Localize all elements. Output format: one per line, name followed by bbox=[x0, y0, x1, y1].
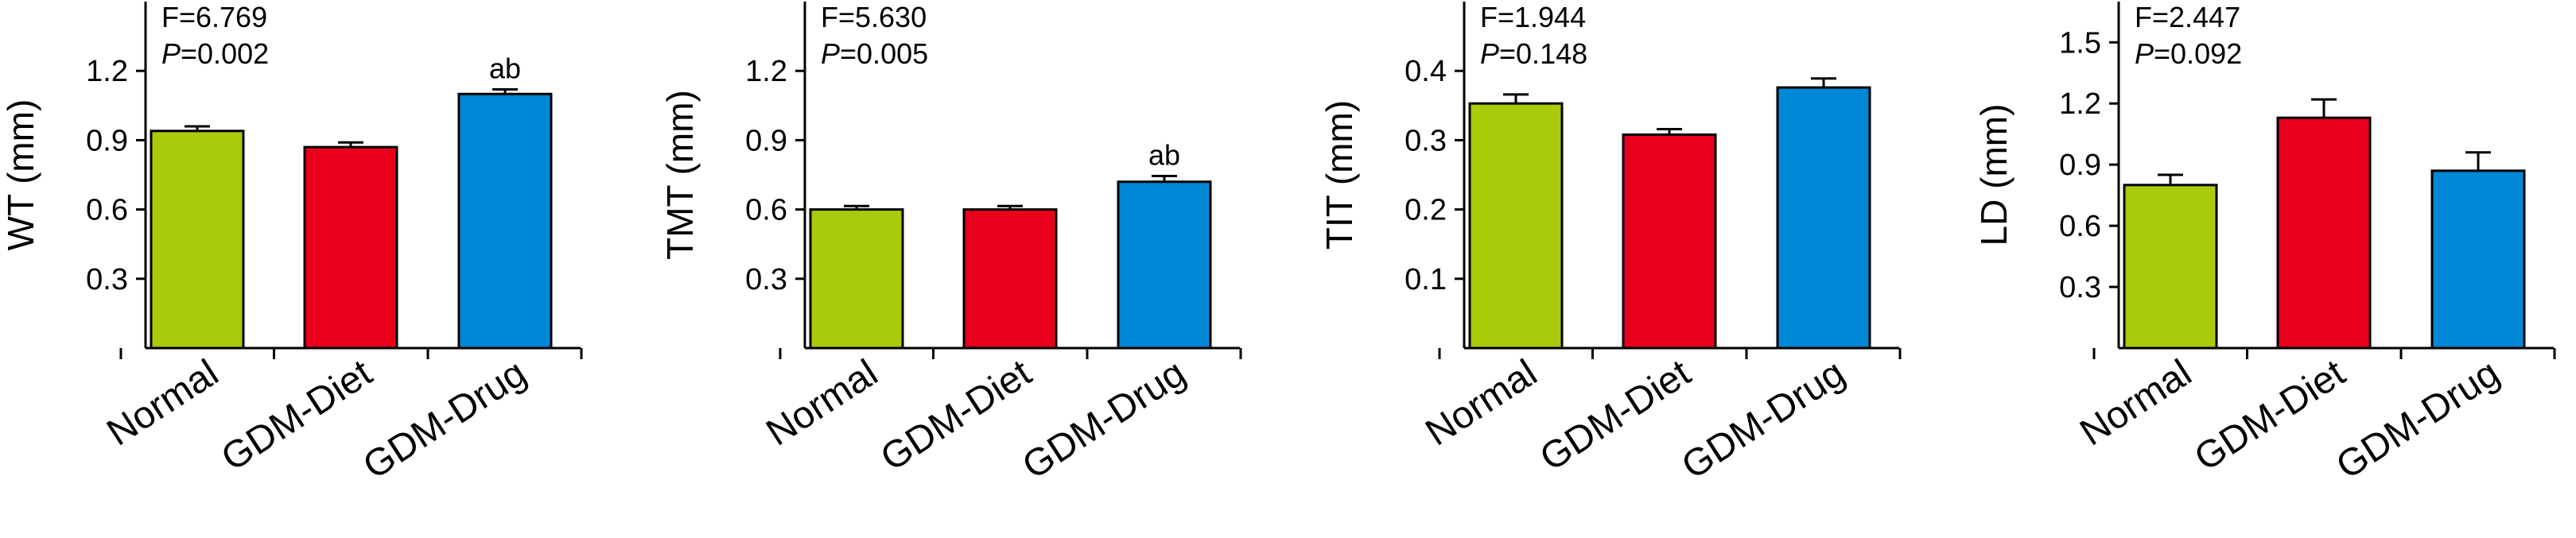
bar-gdm-diet bbox=[962, 208, 1058, 350]
bar-gdm-diet bbox=[1622, 133, 1717, 350]
x-tick-label: GDM-Diet bbox=[873, 352, 1039, 480]
bar-gdm-drug bbox=[2430, 169, 2526, 350]
y-axis-label: TIT (mm) bbox=[1319, 100, 1360, 250]
stat-p-symbol: P bbox=[1480, 37, 1499, 70]
bar-gdm-drug bbox=[457, 92, 553, 350]
x-tick-label: Normal bbox=[2073, 352, 2199, 455]
y-tick-label: 0.6 bbox=[745, 194, 787, 227]
significance-label: ab bbox=[1148, 138, 1180, 171]
panel-1: 0.30.60.91.2WT (mm)F=6.769P=0.002NormalG… bbox=[0, 1, 583, 488]
stat-p-value: P=0.005 bbox=[821, 37, 928, 70]
x-tick-label: GDM-Diet bbox=[2187, 352, 2353, 480]
y-tick-label: 0.3 bbox=[1405, 124, 1447, 157]
significance-label: ab bbox=[489, 52, 521, 84]
y-tick-label: 1.2 bbox=[745, 55, 787, 88]
stat-f-value: F=6.769 bbox=[161, 1, 267, 33]
x-tick-label: GDM-Diet bbox=[214, 352, 379, 480]
y-tick-label: 0.6 bbox=[86, 194, 128, 227]
y-tick-label: 1.2 bbox=[86, 55, 128, 88]
stat-f-value: F=1.944 bbox=[1480, 1, 1586, 33]
panel-2: 0.3 0.6 0.9 1.2 TMT (mm) F=5.630 P=0.005 Normal… bbox=[659, 1, 1242, 488]
x-tick-label: Normal bbox=[759, 352, 885, 455]
bar-gdm-diet bbox=[303, 145, 398, 350]
y-tick-label: 0.3 bbox=[745, 263, 787, 296]
bar-gdm-diet bbox=[2276, 116, 2372, 350]
y-tick-label: 1.5 bbox=[2059, 26, 2101, 60]
x-tick-label: Normal bbox=[1418, 352, 1544, 455]
x-tick-label: GDM-Drug bbox=[356, 352, 534, 488]
stat-f-value: F=2.447 bbox=[2135, 1, 2240, 33]
stat-f-value: F=5.630 bbox=[821, 1, 927, 33]
x-tick-label: GDM-Drug bbox=[1016, 352, 1193, 488]
y-tick-label: 0.6 bbox=[2059, 210, 2101, 243]
y-axis-label: WT (mm) bbox=[0, 99, 41, 251]
y-tick-label: 1.2 bbox=[2059, 87, 2101, 121]
panel-4: 0.3 0.6 0.9 1.2 1.5 LD (mm) F=2.447 P=0.092 Norm… bbox=[1973, 1, 2556, 488]
x-tick-label: GDM-Diet bbox=[1533, 352, 1698, 480]
y-tick-label: 0.4 bbox=[1405, 55, 1447, 88]
bar-gdm-drug bbox=[1117, 180, 1212, 350]
bar-normal bbox=[1468, 102, 1564, 350]
stat-p-symbol: P bbox=[821, 37, 840, 70]
bar-normal bbox=[2123, 184, 2218, 350]
y-tick-label: 0.9 bbox=[745, 124, 787, 157]
y-tick-label: 0.9 bbox=[2059, 149, 2101, 182]
y-tick-label: 0.1 bbox=[1405, 263, 1447, 296]
stat-p-number: =0.148 bbox=[1499, 37, 1587, 70]
bar-normal bbox=[809, 208, 904, 350]
panel-3: 0.1 0.2 0.3 0.4 TIT (mm) F=1.944 P=0.148 Normal… bbox=[1319, 1, 1902, 488]
x-tick-label: GDM-Drug bbox=[1675, 352, 1852, 488]
y-axis-label: TMT (mm) bbox=[659, 90, 701, 260]
x-tick-label: GDM-Drug bbox=[2329, 352, 2507, 488]
x-tick-label: Normal bbox=[99, 352, 226, 455]
stat-p-value: P=0.092 bbox=[2135, 37, 2242, 70]
y-tick-label: 0.2 bbox=[1405, 194, 1447, 227]
stat-p-value: P=0.002 bbox=[161, 37, 269, 70]
stat-p-symbol: P bbox=[2135, 37, 2154, 70]
y-tick-label: 0.9 bbox=[86, 124, 128, 157]
y-axis-label: LD (mm) bbox=[1973, 104, 2015, 246]
stat-p-number: =0.092 bbox=[2154, 37, 2242, 70]
bar-normal bbox=[150, 130, 245, 350]
y-tick-label: 0.3 bbox=[2059, 271, 2101, 304]
stat-p-value: P=0.148 bbox=[1480, 37, 1587, 70]
y-tick-label: 0.3 bbox=[86, 263, 128, 296]
bar-gdm-drug bbox=[1776, 86, 1871, 350]
stat-p-number: =0.005 bbox=[840, 37, 928, 70]
stat-p-number: =0.002 bbox=[181, 37, 269, 70]
stat-p-symbol: P bbox=[161, 37, 181, 70]
